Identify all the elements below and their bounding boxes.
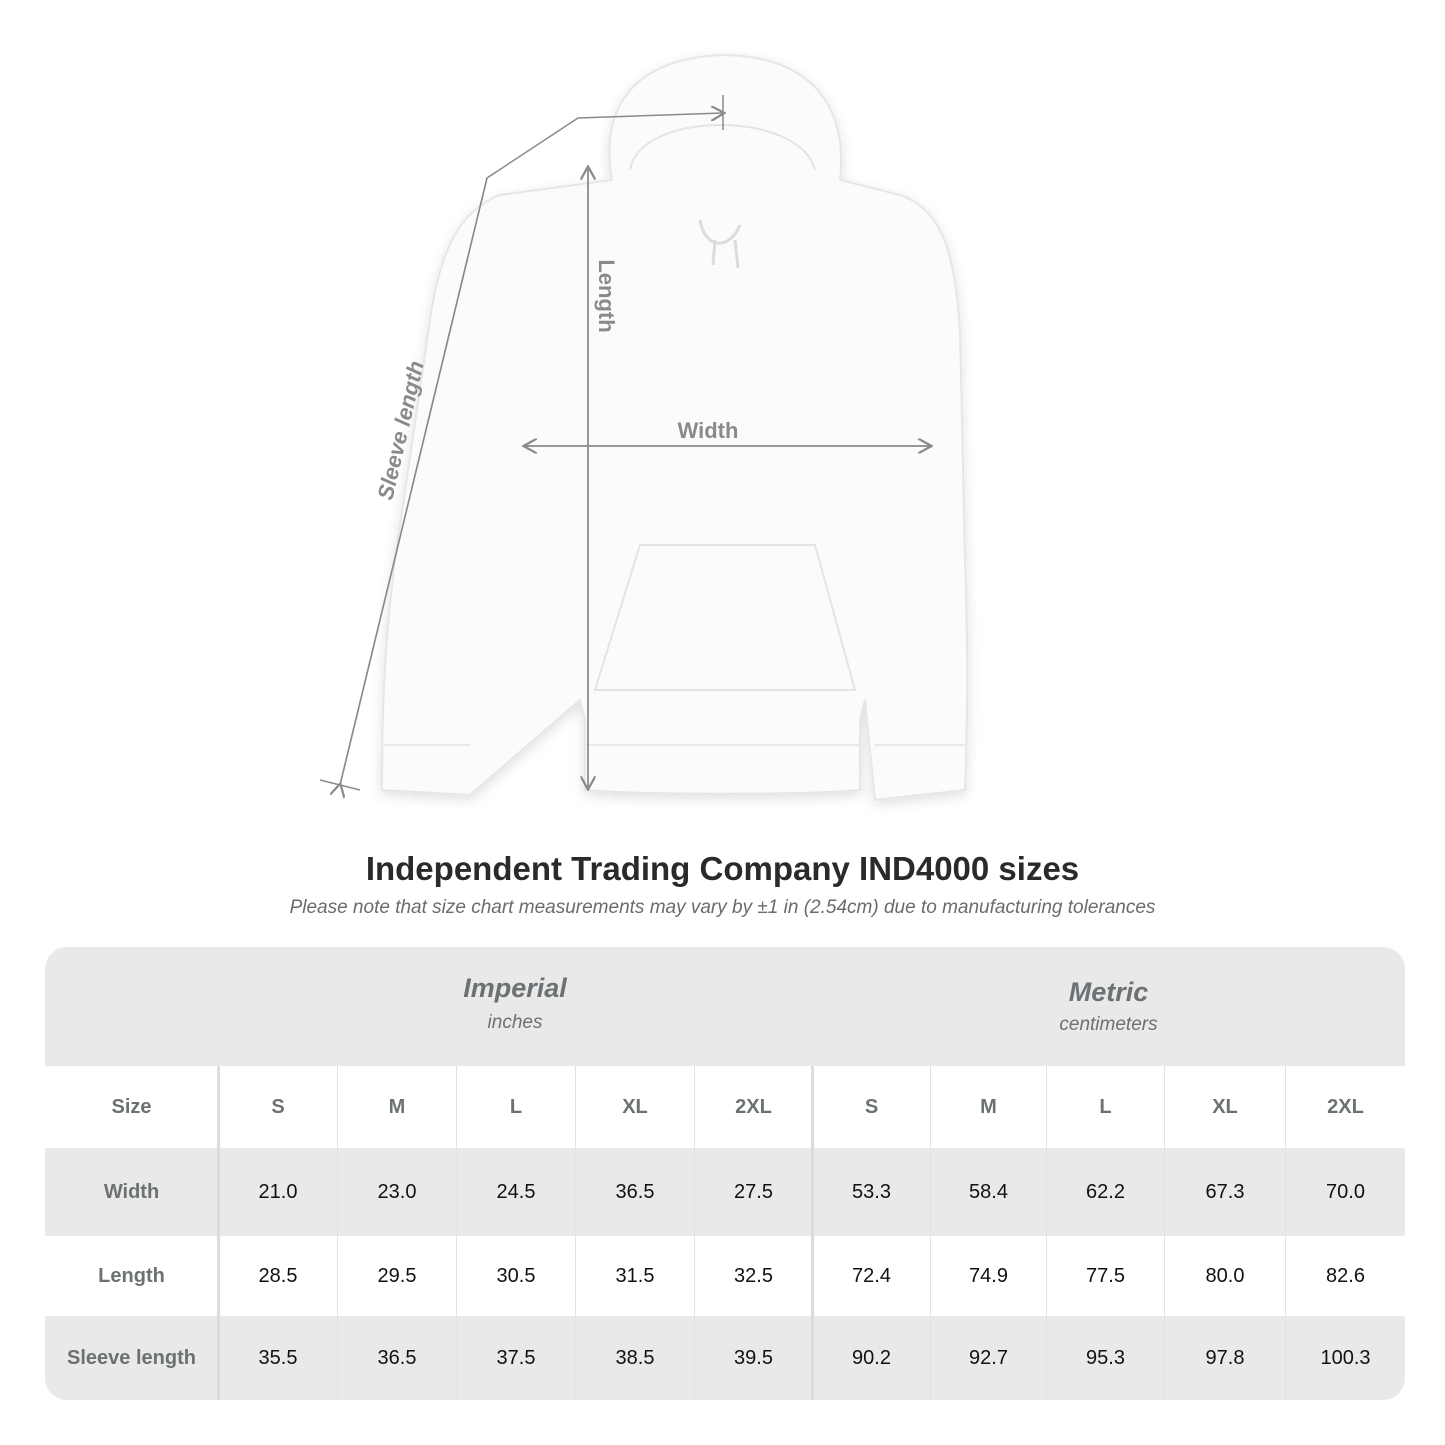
imperial-label: Imperial <box>463 973 567 1003</box>
table-cell: 35.5 <box>218 1316 337 1400</box>
table-cell: 62.2 <box>1046 1148 1164 1236</box>
table-cell: 21.0 <box>218 1148 337 1236</box>
size-header-cell: XL <box>1164 1066 1285 1148</box>
size-header-cell: L <box>456 1066 575 1148</box>
metric-header: Metric centimeters <box>812 947 1405 1066</box>
width-label: Width <box>678 418 739 443</box>
size-header-cell: 2XL <box>694 1066 812 1148</box>
chart-title: Independent Trading Company IND4000 size… <box>365 850 1080 887</box>
table-row: Length 28.5 29.5 30.5 31.5 32.5 72.4 74.9 77.5 80… <box>45 1236 1405 1316</box>
table-cell: 31.5 <box>575 1236 694 1316</box>
table-cell: 82.6 <box>1285 1236 1405 1316</box>
row-label: Sleeve length <box>67 1346 196 1369</box>
table-cell: 80.0 <box>1164 1236 1285 1316</box>
table-cell: 77.5 <box>1046 1236 1164 1316</box>
unit-divider <box>811 1066 814 1400</box>
table-cell: 36.5 <box>575 1148 694 1236</box>
imperial-unit: inches <box>487 1012 543 1033</box>
table-cell: 36.5 <box>337 1316 456 1400</box>
size-table: Imperial inches Metric centimeters Size S… <box>45 947 1405 1400</box>
table-cell: 70.0 <box>1285 1148 1405 1236</box>
metric-label: Metric <box>1068 977 1149 1007</box>
table-cell: 90.2 <box>812 1316 930 1400</box>
table-cell: 74.9 <box>930 1236 1046 1316</box>
size-header-cell: L <box>1046 1066 1164 1148</box>
table-cell: 92.7 <box>930 1316 1046 1400</box>
size-header-cell: S <box>218 1066 337 1148</box>
size-header-cell: XL <box>575 1066 694 1148</box>
length-label: Length <box>594 259 619 332</box>
size-header-cell: M <box>337 1066 456 1148</box>
table-cell: 97.8 <box>1164 1316 1285 1400</box>
hoodie-diagram: Length Width Sleeve length <box>319 53 969 802</box>
row-label: Width <box>103 1180 160 1203</box>
size-header-cell: S <box>812 1066 930 1148</box>
table-cell: 100.3 <box>1285 1316 1405 1400</box>
table-cell: 23.0 <box>337 1148 456 1236</box>
table-cell: 39.5 <box>694 1316 812 1400</box>
table-cell: 28.5 <box>218 1236 337 1316</box>
size-column-header: Size <box>111 1095 152 1118</box>
table-cell: 24.5 <box>456 1148 575 1236</box>
table-cell: 30.5 <box>456 1236 575 1316</box>
hoodie-illustration <box>380 53 969 802</box>
table-row: Width 21.0 23.0 24.5 36.5 27.5 53.3 58.4 62.2 67.… <box>45 1148 1405 1236</box>
sleeve-length-measure-line <box>319 95 723 790</box>
metric-unit: centimeters <box>1059 1014 1158 1035</box>
tolerance-note: Please note that size chart measurements… <box>289 897 1156 918</box>
row-label: Length <box>98 1264 165 1287</box>
table-cell: 67.3 <box>1164 1148 1285 1236</box>
unit-header-band: Imperial inches Metric centimeters <box>45 947 1405 1066</box>
table-cell: 32.5 <box>694 1236 812 1316</box>
size-header-cell: 2XL <box>1285 1066 1405 1148</box>
table-cell: 58.4 <box>930 1148 1046 1236</box>
table-cell: 27.5 <box>694 1148 812 1236</box>
table-cell: 72.4 <box>812 1236 930 1316</box>
imperial-header: Imperial inches <box>218 947 812 1066</box>
label-column-divider <box>217 1066 220 1400</box>
table-cell: 38.5 <box>575 1316 694 1400</box>
table-cell: 37.5 <box>456 1316 575 1400</box>
size-header-row: Size S M L XL 2XL S M L XL 2XL <box>45 1066 1405 1148</box>
size-header-cell: M <box>930 1066 1046 1148</box>
table-cell: 53.3 <box>812 1148 930 1236</box>
table-cell: 95.3 <box>1046 1316 1164 1400</box>
table-row: Sleeve length 35.5 36.5 37.5 38.5 39.5 90.2 92.… <box>45 1316 1405 1400</box>
table-cell: 29.5 <box>337 1236 456 1316</box>
